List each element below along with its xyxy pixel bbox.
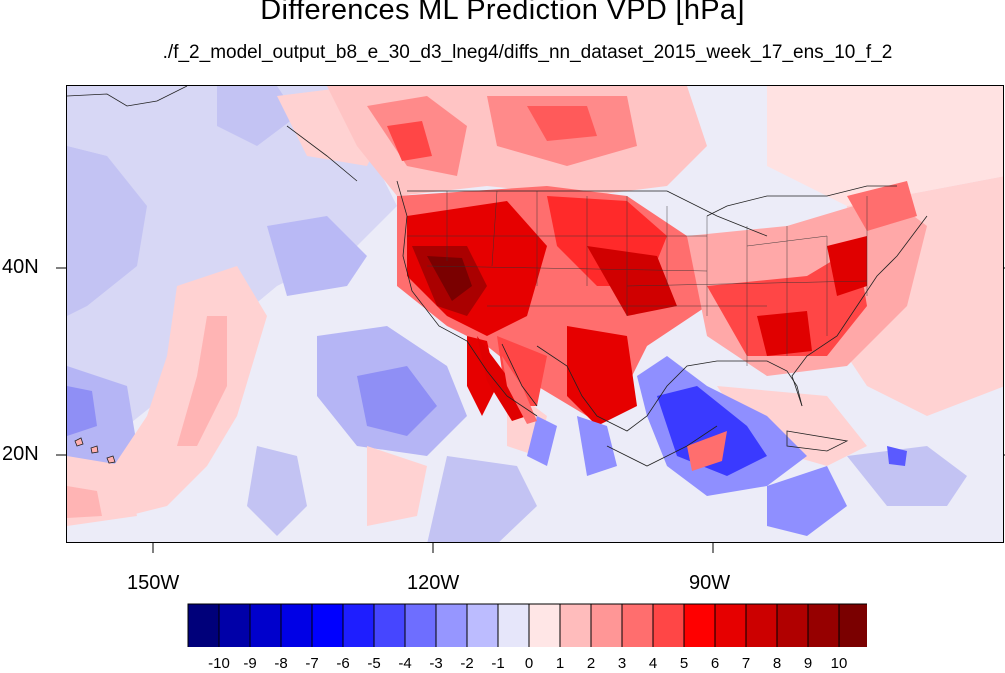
lat-label-20n: 20N bbox=[2, 443, 39, 465]
colorbar-swatch bbox=[652, 603, 685, 647]
colorbar-labels: -10 -9 -8 -7 -6 -5 -4 -3 -2 -1 0 1 2 3 4 5 6 7 8 9 10 bbox=[0, 655, 1005, 673]
colorbar-swatch bbox=[714, 603, 747, 647]
lon-label-90w: 90W bbox=[689, 572, 731, 594]
colorbar-swatch bbox=[559, 603, 592, 647]
colorbar-swatch bbox=[218, 603, 251, 647]
colorbar-swatch bbox=[404, 603, 437, 647]
colorbar-swatch bbox=[528, 603, 561, 647]
colorbar-tick-label: 5 bbox=[679, 655, 689, 672]
colorbar-swatch bbox=[807, 603, 840, 647]
colorbar-swatch bbox=[621, 603, 654, 647]
colorbar-swatch bbox=[373, 603, 406, 647]
axis-ticks bbox=[56, 267, 1005, 553]
colorbar-swatch bbox=[466, 603, 499, 647]
lon-label-150w: 150W bbox=[127, 572, 180, 594]
colorbar-swatch bbox=[838, 603, 867, 647]
colorbar-swatch bbox=[435, 603, 468, 647]
colorbar-tick-label: 7 bbox=[741, 655, 751, 672]
colorbar-swatch bbox=[280, 603, 313, 647]
colorbar-swatch bbox=[311, 603, 344, 647]
lon-label-120w: 120W bbox=[407, 572, 460, 594]
colorbar-tick-label: -4 bbox=[398, 655, 412, 672]
colorbar-swatch bbox=[187, 603, 220, 647]
colorbar-tick-label: 4 bbox=[648, 655, 658, 672]
colorbar-swatch bbox=[497, 603, 530, 647]
colorbar-swatch bbox=[776, 603, 809, 647]
map-title: Differences ML Prediction VPD [hPa] bbox=[260, 0, 745, 26]
vpd-difference-field bbox=[67, 86, 1003, 542]
colorbar-tick-label: 1 bbox=[555, 655, 565, 672]
colorbar-tick-label: 3 bbox=[617, 655, 627, 672]
colorbar-tick-label: 0 bbox=[524, 655, 534, 672]
colorbar-swatch bbox=[590, 603, 623, 647]
colorbar-tick-label: 2 bbox=[586, 655, 596, 672]
colorbar-swatch bbox=[683, 603, 716, 647]
colorbar bbox=[187, 603, 867, 647]
colorbar-tick-label: 6 bbox=[710, 655, 720, 672]
colorbar-swatch bbox=[249, 603, 282, 647]
colorbar-tick-label: 9 bbox=[803, 655, 813, 672]
colorbar-tick-label: -3 bbox=[429, 655, 443, 672]
colorbar-tick-label: -9 bbox=[243, 655, 257, 672]
lat-label-40n: 40N bbox=[2, 256, 39, 278]
map-subtitle: ./f_2_model_output_b8_e_30_d3_lneg4/diff… bbox=[162, 42, 893, 63]
map-panel bbox=[66, 85, 1004, 543]
colorbar-tick-label: 10 bbox=[830, 655, 848, 672]
colorbar-tick-label: -1 bbox=[491, 655, 505, 672]
colorbar-tick-label: 8 bbox=[772, 655, 782, 672]
colorbar-swatch bbox=[745, 603, 778, 647]
colorbar-tick-label: -6 bbox=[336, 655, 350, 672]
colorbar-swatch bbox=[342, 603, 375, 647]
colorbar-tick-label: -5 bbox=[367, 655, 381, 672]
colorbar-tick-label: -8 bbox=[274, 655, 288, 672]
colorbar-tick-label: -10 bbox=[208, 655, 230, 672]
colorbar-tick-label: -7 bbox=[305, 655, 319, 672]
colorbar-tick-label: -2 bbox=[460, 655, 474, 672]
